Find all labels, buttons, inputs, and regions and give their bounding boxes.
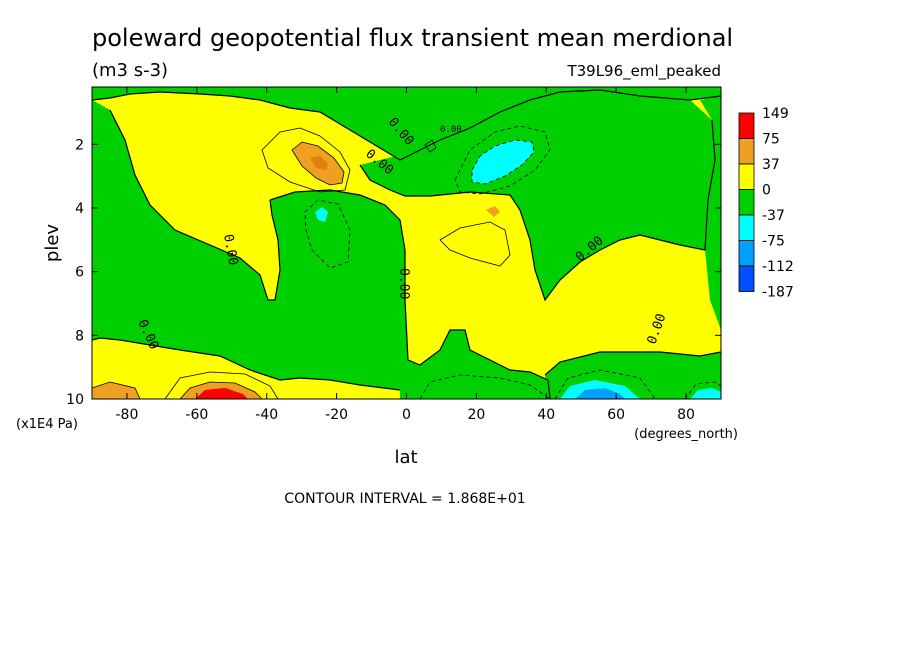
field-negative-surface-far-north <box>690 388 721 399</box>
y-tick-label: 6 <box>75 265 84 281</box>
field-positive-small-north <box>486 206 500 217</box>
field-negative-south <box>92 100 550 399</box>
x-tick-label: -80 <box>116 407 139 423</box>
colorbar-label: 149 <box>762 106 789 122</box>
field-positive-surface-south <box>92 382 140 399</box>
colorbar-label: -112 <box>762 259 794 275</box>
field-negative-surface-north-high <box>575 388 625 399</box>
x-tick-label: 0 <box>402 407 411 423</box>
field-negative-north <box>360 90 721 399</box>
field-negative-lower <box>420 375 550 399</box>
y-axis: 2 4 6 8 10 <box>66 137 721 408</box>
field-negative-top <box>92 87 721 160</box>
colorbar-swatch <box>738 265 755 292</box>
colorbar: 149 75 37 0 -37 -75 -112 -187 <box>738 106 794 301</box>
chart-title: poleward geopotential flux transient mea… <box>92 24 733 52</box>
contour-label: 0.00 <box>396 268 411 299</box>
x-tick-label: 20 <box>467 407 485 423</box>
x-units-label: (degrees_north) <box>634 427 738 442</box>
colorbar-label: -187 <box>762 285 794 301</box>
field-negative-mid-jet <box>472 140 534 184</box>
units-label: (m3 s-3) <box>92 60 168 81</box>
y-tick-label: 8 <box>75 328 84 344</box>
x-tick-label: 60 <box>607 407 625 423</box>
contour-label: 0.00 <box>440 125 462 135</box>
x-tick-label: -20 <box>325 407 348 423</box>
field-positive-high-upper <box>310 156 328 170</box>
colorbar-swatch <box>738 163 755 190</box>
positive-contours <box>92 127 511 399</box>
colorbar-label: 37 <box>762 157 780 173</box>
y-tick-label: 4 <box>75 201 84 217</box>
y-axis-label: plev <box>42 224 63 263</box>
colorbar-label: -37 <box>762 208 785 224</box>
contour-label: 0.00 <box>220 233 240 266</box>
field-positive-surface-high <box>195 388 248 399</box>
y-tick-label: 2 <box>75 137 84 153</box>
x-tick-label: 80 <box>677 407 695 423</box>
y-units-label: (x1E4 Pa) <box>16 417 78 432</box>
x-axis: -80 -60 -40 -20 0 20 40 60 80 <box>116 87 695 423</box>
colorbar-label: -75 <box>762 234 785 250</box>
x-tick-label: 40 <box>537 407 555 423</box>
colorbar-swatch <box>738 112 755 139</box>
x-tick-label: -40 <box>255 407 278 423</box>
colorbar-label: 0 <box>762 183 771 199</box>
x-tick-label: -60 <box>185 407 208 423</box>
plot-area: 0.00 0.00 0.00 0.00 0.00 0.00 0.00 0.00 <box>91 86 722 400</box>
x-axis-label: lat <box>394 447 417 468</box>
negative-contours <box>304 125 721 399</box>
field-negative-small-south <box>315 207 328 222</box>
colorbar-swatch <box>738 138 755 165</box>
colorbar-swatch <box>738 240 755 267</box>
zero-contours <box>92 89 721 399</box>
y-tick-label: 10 <box>66 392 84 408</box>
colorbar-swatch <box>738 189 755 216</box>
experiment-label: T39L96_eml_peaked <box>566 62 721 81</box>
colorbar-label: 75 <box>762 132 780 148</box>
colorbar-swatch <box>738 214 755 241</box>
contour-interval-label: CONTOUR INTERVAL = 1.868E+01 <box>284 491 525 507</box>
